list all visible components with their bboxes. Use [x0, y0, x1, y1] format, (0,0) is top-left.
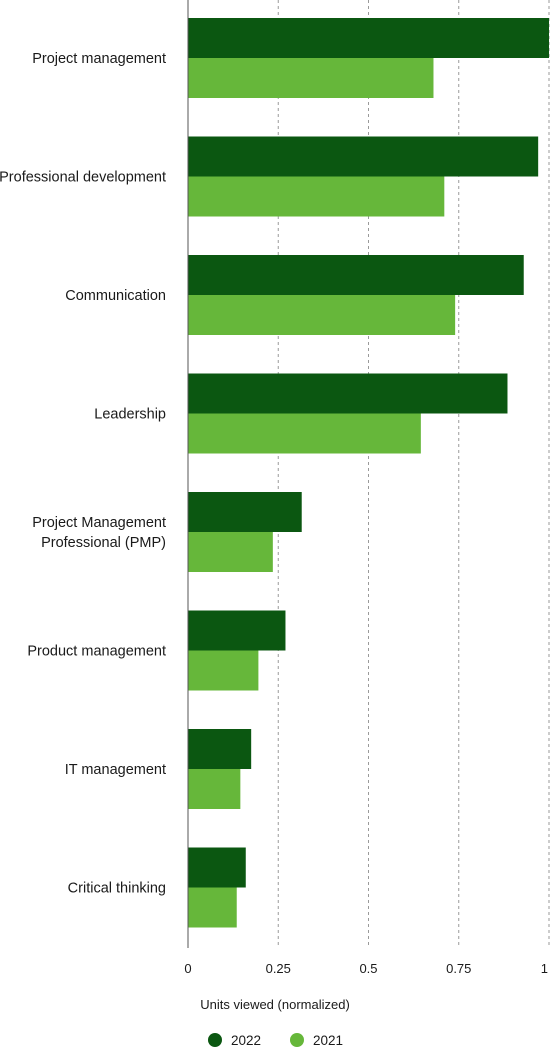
bar-2022 [188, 492, 302, 532]
bar-2021 [188, 769, 241, 809]
bar-2021 [188, 58, 434, 98]
category-label: Professional development [0, 170, 166, 186]
bar-2021 [188, 532, 273, 572]
category-label: Critical thinking [68, 881, 166, 897]
category-label: Professional (PMP) [41, 535, 166, 551]
bar-2022 [188, 729, 252, 769]
category-label: Project management [32, 51, 166, 67]
bar-2022 [188, 255, 524, 295]
bar-2022 [188, 610, 286, 651]
bar-2021 [188, 295, 456, 335]
bar-2021 [188, 413, 421, 454]
legend-label-2022: 2022 [231, 1033, 261, 1048]
category-label: Product management [27, 644, 166, 660]
bar-2022 [188, 18, 549, 58]
x-tick-label: 0.75 [446, 961, 471, 976]
x-tick-label: 0 [184, 961, 191, 976]
category-label: Communication [65, 288, 166, 304]
bar-2022 [188, 847, 246, 888]
x-tick-label: 1 [541, 961, 548, 976]
legend-swatch-2021 [290, 1033, 304, 1047]
bar-2021 [188, 650, 259, 691]
category-label: Leadership [94, 407, 166, 423]
bar-2021 [188, 887, 237, 928]
bar-2022 [188, 373, 508, 414]
x-tick-label: 0.5 [359, 961, 377, 976]
legend: 2022 2021 [208, 1033, 343, 1048]
x-tick-labels: 0 0.25 0.5 0.75 1 [184, 961, 548, 976]
category-label: Project Management [32, 515, 166, 531]
category-label: IT management [65, 762, 166, 778]
bars [188, 18, 549, 928]
x-tick-label: 0.25 [266, 961, 291, 976]
bar-2021 [188, 176, 445, 217]
category-labels: Project management Professional developme… [0, 51, 166, 897]
bar-2022 [188, 136, 539, 177]
legend-swatch-2022 [208, 1033, 222, 1047]
x-axis-title: Units viewed (normalized) [200, 997, 350, 1012]
legend-label-2021: 2021 [313, 1033, 343, 1048]
